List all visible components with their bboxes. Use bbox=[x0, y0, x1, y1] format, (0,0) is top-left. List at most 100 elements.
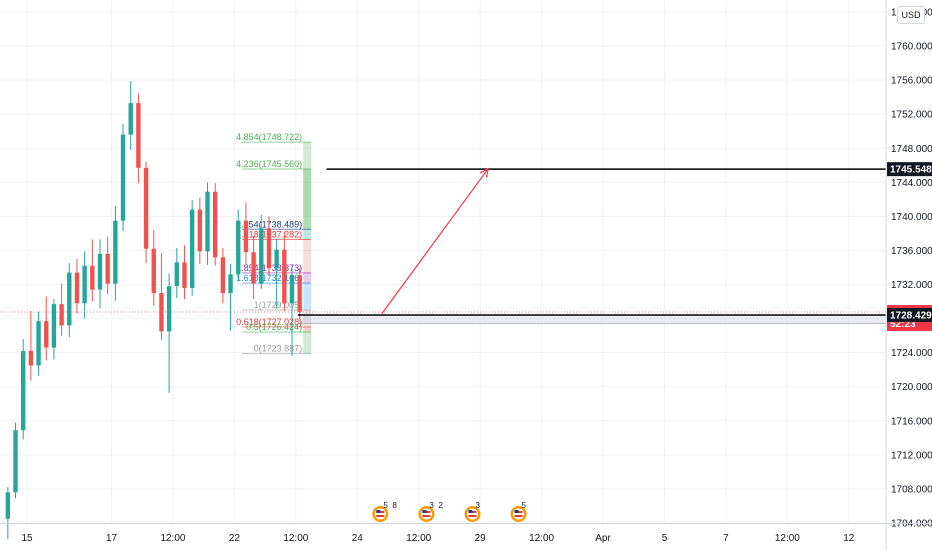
candle bbox=[259, 214, 264, 289]
candle-body bbox=[289, 275, 295, 304]
candle bbox=[228, 264, 233, 331]
candle-body bbox=[44, 321, 49, 348]
price-tag-label: 1745.548 bbox=[890, 165, 932, 176]
candle bbox=[143, 161, 149, 264]
fib-level-label: 1(1729.005) bbox=[254, 300, 303, 310]
candle bbox=[21, 339, 26, 440]
candle-body bbox=[220, 257, 226, 294]
fib-level-label: 0.5(1726.424) bbox=[246, 322, 302, 332]
fib-band bbox=[303, 169, 312, 230]
candle-body bbox=[189, 209, 195, 288]
price-tag-label: 1728.429 bbox=[890, 310, 932, 321]
candle bbox=[5, 487, 11, 540]
candle-body bbox=[113, 220, 118, 284]
candle bbox=[174, 247, 179, 299]
candle bbox=[97, 239, 103, 309]
fib-band bbox=[303, 283, 312, 311]
horizontal-lines bbox=[297, 168, 886, 316]
candle-body bbox=[297, 275, 302, 312]
y-tick-label: 1712.000 bbox=[891, 450, 932, 461]
x-tick-label: 12 bbox=[843, 533, 855, 544]
candle bbox=[113, 206, 118, 301]
flag-stripe bbox=[468, 515, 477, 517]
x-tick-label: 24 bbox=[352, 533, 364, 544]
candle-body bbox=[28, 350, 34, 366]
candle bbox=[220, 247, 226, 304]
candle bbox=[44, 296, 49, 361]
y-tick-label: 1736.000 bbox=[891, 246, 932, 257]
candle-body bbox=[266, 228, 272, 269]
y-tick-label: 1744.000 bbox=[891, 178, 932, 189]
candle-body bbox=[67, 272, 72, 326]
candle-body bbox=[205, 191, 210, 252]
flag-canton bbox=[422, 510, 427, 513]
x-tick-label: Apr bbox=[595, 533, 611, 544]
candle bbox=[274, 238, 279, 309]
candle bbox=[13, 422, 18, 499]
candle bbox=[243, 202, 249, 265]
event-extra: 8 bbox=[392, 501, 397, 510]
fib-band bbox=[303, 272, 312, 284]
event-marker[interactable]: 3 bbox=[464, 501, 481, 522]
candle-body bbox=[51, 304, 57, 348]
flag-canton bbox=[376, 510, 381, 513]
candle bbox=[189, 200, 195, 296]
event-count: 3 bbox=[475, 501, 480, 510]
candle-body bbox=[236, 220, 241, 275]
candle bbox=[159, 253, 164, 340]
price-tag-bg bbox=[887, 162, 932, 177]
candle bbox=[205, 182, 210, 265]
candle-body bbox=[105, 253, 110, 284]
candle-body bbox=[274, 249, 279, 269]
candle bbox=[74, 258, 80, 314]
price-tag-countdown: 52:23 bbox=[890, 319, 916, 330]
candle-body bbox=[174, 262, 179, 287]
candle-body bbox=[143, 167, 149, 249]
candle-body bbox=[90, 265, 95, 290]
event-count: 3 bbox=[429, 501, 434, 510]
candle-body bbox=[228, 274, 233, 294]
candle bbox=[36, 311, 41, 376]
candle bbox=[90, 239, 95, 302]
candle bbox=[82, 251, 87, 319]
x-tick-label: 5 bbox=[662, 533, 668, 544]
candle bbox=[28, 310, 34, 381]
fib-band bbox=[303, 326, 312, 333]
x-tick-label: 12:00 bbox=[529, 533, 554, 544]
candle-body bbox=[243, 220, 249, 253]
event-marker[interactable]: 5 bbox=[510, 501, 527, 522]
candle-body bbox=[74, 272, 80, 304]
candle bbox=[151, 230, 156, 306]
y-tick-label: 1748.000 bbox=[891, 144, 932, 155]
candle bbox=[182, 245, 187, 300]
candle bbox=[251, 235, 256, 300]
candle bbox=[213, 183, 218, 266]
x-tick-label: 12:00 bbox=[775, 533, 800, 544]
candle bbox=[289, 265, 295, 357]
projection-arrow bbox=[381, 167, 489, 314]
y-tick-label: 1760.000 bbox=[891, 42, 932, 53]
candle bbox=[136, 93, 141, 184]
fib-level-label: 4.236(1745.560) bbox=[236, 159, 302, 169]
fib-band bbox=[303, 142, 312, 170]
candle bbox=[166, 273, 172, 393]
x-tick-label: 12:00 bbox=[283, 533, 308, 544]
price-tag: 1745.548 bbox=[887, 162, 932, 177]
candle-body bbox=[13, 430, 18, 493]
y-tick-label: 1724.000 bbox=[891, 348, 932, 359]
candle-body bbox=[82, 265, 87, 304]
candle-body bbox=[128, 103, 133, 135]
currency-button[interactable]: USD bbox=[897, 6, 925, 24]
y-tick-label: 1740.000 bbox=[891, 212, 932, 223]
candle bbox=[266, 216, 272, 277]
candle-body bbox=[59, 304, 64, 326]
candles bbox=[5, 80, 302, 540]
candle bbox=[197, 197, 203, 265]
candle-body bbox=[151, 248, 156, 294]
